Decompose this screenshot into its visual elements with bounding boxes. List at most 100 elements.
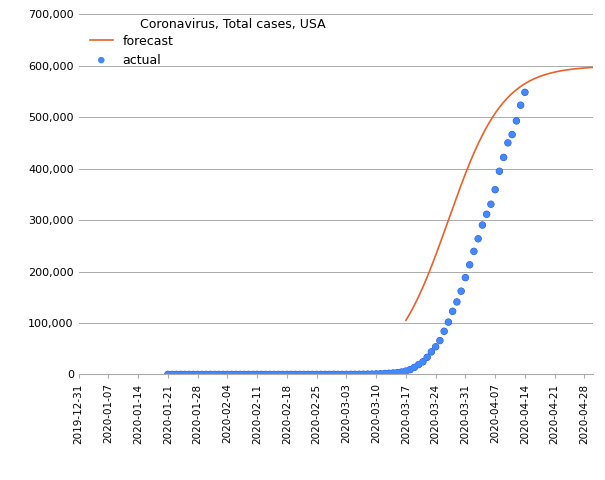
actual	[307, 371, 317, 378]
Point	[512, 117, 522, 125]
Point	[223, 371, 232, 378]
Point	[227, 371, 237, 378]
actual	[201, 371, 211, 378]
actual	[286, 371, 296, 378]
Point	[273, 371, 283, 378]
actual	[435, 337, 445, 345]
actual	[257, 371, 266, 378]
Text: Coronavirus, Total cases, USA: Coronavirus, Total cases, USA	[140, 18, 326, 31]
actual	[218, 371, 228, 378]
Point	[312, 371, 321, 378]
actual	[452, 298, 462, 306]
actual	[338, 371, 347, 378]
Point	[307, 371, 317, 378]
actual	[393, 369, 402, 376]
actual	[443, 318, 453, 326]
Point	[180, 371, 190, 378]
actual	[482, 210, 491, 218]
Point	[350, 371, 360, 378]
Point	[469, 248, 479, 255]
Point	[490, 186, 500, 193]
Point	[355, 371, 364, 378]
forecast	[585, 65, 592, 71]
actual	[469, 248, 479, 255]
actual	[223, 371, 232, 378]
Point	[414, 361, 424, 369]
Point	[333, 371, 343, 378]
actual	[397, 368, 407, 376]
actual	[172, 371, 182, 378]
Point	[460, 274, 470, 281]
actual	[490, 186, 500, 193]
Point	[384, 370, 394, 377]
Point	[376, 370, 385, 378]
Point	[172, 371, 182, 378]
actual	[384, 370, 394, 377]
Point	[346, 371, 356, 378]
actual	[477, 221, 487, 229]
actual	[422, 353, 432, 361]
actual	[185, 371, 194, 378]
Point	[363, 370, 373, 378]
Point	[503, 139, 513, 147]
Point	[410, 363, 419, 371]
Point	[197, 371, 207, 378]
actual	[299, 371, 309, 378]
Point	[320, 371, 330, 378]
Point	[431, 343, 440, 350]
Point	[520, 88, 530, 96]
actual	[516, 101, 526, 109]
actual	[512, 117, 522, 125]
actual	[197, 371, 207, 378]
Point	[324, 371, 334, 378]
actual	[235, 371, 245, 378]
Point	[418, 358, 428, 366]
Point	[371, 370, 381, 378]
actual	[465, 261, 474, 269]
actual	[346, 371, 356, 378]
Point	[244, 371, 253, 378]
Point	[494, 168, 504, 175]
actual	[320, 371, 330, 378]
Point	[477, 221, 487, 229]
Point	[482, 210, 491, 218]
actual	[439, 327, 449, 335]
Point	[443, 318, 453, 326]
Point	[218, 371, 228, 378]
Point	[265, 371, 275, 378]
actual	[359, 371, 368, 378]
Point	[448, 308, 457, 315]
actual	[240, 371, 249, 378]
actual	[265, 371, 275, 378]
actual	[371, 370, 381, 378]
actual	[355, 371, 364, 378]
Point	[435, 337, 445, 345]
actual	[388, 369, 398, 377]
Point	[516, 101, 526, 109]
actual	[503, 139, 513, 147]
Point	[452, 298, 462, 306]
actual	[410, 363, 419, 371]
actual	[376, 370, 385, 378]
Point	[261, 371, 270, 378]
Point	[359, 371, 368, 378]
actual	[278, 371, 287, 378]
actual	[210, 371, 220, 378]
Point	[439, 327, 449, 335]
actual	[520, 88, 530, 96]
actual	[180, 371, 190, 378]
actual	[456, 288, 466, 295]
Point	[380, 370, 390, 377]
Point	[176, 371, 186, 378]
Point	[367, 370, 377, 378]
forecast	[402, 317, 410, 323]
Point	[508, 131, 517, 138]
actual	[329, 371, 338, 378]
Point	[290, 371, 300, 378]
forecast	[503, 96, 511, 101]
Point	[278, 371, 287, 378]
Point	[269, 371, 279, 378]
forecast	[492, 109, 500, 115]
Point	[257, 371, 266, 378]
Point	[303, 371, 313, 378]
